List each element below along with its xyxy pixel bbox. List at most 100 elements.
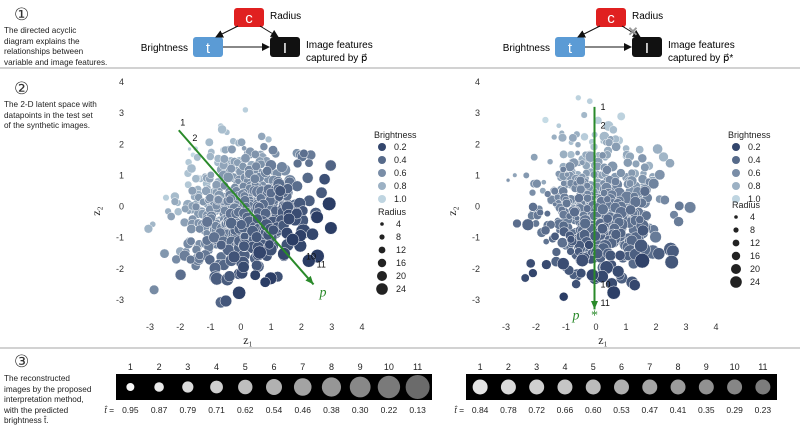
data-point: [684, 201, 697, 214]
data-point: [604, 138, 614, 147]
data-point: [596, 223, 608, 235]
brightness-legend-label: 0.4: [394, 155, 407, 165]
data-point: [195, 251, 205, 260]
brightness-legend-swatch: [378, 182, 386, 190]
radius-legend-label: 4: [396, 219, 401, 229]
data-point: [251, 231, 263, 243]
reconstructed-image: [529, 379, 545, 395]
y-tick-label: 0: [475, 202, 480, 212]
reconstruction-strip-left: 1 0.95 2 0.87 3 0.79 4 0.71 5 0.62 6 0.54 7 0.46 8 0.38…: [104, 362, 432, 415]
data-point: [559, 165, 567, 173]
radius-legend-label: 24: [396, 284, 406, 294]
description-line: diagram explains the: [4, 36, 80, 46]
data-point: [520, 273, 530, 283]
brightness-legend-swatch: [732, 195, 740, 203]
predicted-brightness: 0.47: [641, 405, 658, 415]
vector-step-label: 2: [192, 133, 197, 143]
node-c-label: c: [607, 10, 615, 27]
latent-scatter-right: -3 -2 -1 0 1 2 3 4-3-2-101234z₁z₂p⃗*121011Brigh…: [445, 77, 771, 347]
panel-number: ①: [14, 5, 29, 24]
data-point: [616, 168, 626, 178]
data-point: [606, 285, 621, 300]
data-point: [276, 161, 288, 173]
radius-legend-swatch: [378, 246, 386, 254]
reconstruction-index: 4: [562, 362, 567, 372]
data-point: [658, 151, 669, 163]
data-point: [204, 254, 216, 266]
description-line: datapoints in the test set: [4, 110, 93, 120]
data-point: [217, 124, 227, 135]
data-point: [652, 247, 666, 261]
radius-legend-label: 8: [750, 225, 755, 235]
reconstruction-index: 9: [358, 362, 363, 372]
reconstruction-index: 2: [157, 362, 162, 372]
data-point: [559, 149, 569, 159]
data-point: [304, 158, 314, 168]
data-point: [222, 171, 234, 183]
radius-legend-label: 24: [750, 277, 760, 287]
data-point: [564, 171, 570, 178]
predicted-brightness: 0.60: [585, 405, 602, 415]
data-point: [562, 198, 572, 208]
data-point: [556, 257, 570, 271]
panel-2-description: The 2-D latent space with datapoints in t…: [4, 100, 120, 132]
reconstruction-index: 4: [214, 362, 219, 372]
brightness-legend-swatch: [732, 156, 740, 164]
data-point: [541, 116, 550, 124]
data-point: [602, 165, 612, 175]
node-t-label: t: [206, 40, 211, 57]
data-point: [597, 203, 609, 216]
data-point: [301, 172, 314, 184]
data-point: [204, 137, 214, 147]
node-c-label: c: [245, 10, 253, 27]
data-point: [566, 150, 576, 159]
x-tick-label: -3: [502, 322, 510, 332]
node-t: [555, 37, 585, 57]
features-label-2: captured by p⃗*: [668, 53, 733, 64]
data-point: [614, 250, 626, 261]
data-point: [206, 171, 215, 179]
data-point: [648, 178, 660, 190]
data-point: [318, 173, 331, 186]
vector-step-label: 10: [601, 280, 611, 290]
data-point: [654, 169, 666, 181]
y-axis-label: z₂: [89, 206, 103, 216]
reconstructed-image: [154, 382, 164, 392]
data-point: [521, 218, 535, 231]
data-point: [637, 153, 648, 164]
data-point: [616, 111, 626, 121]
y-tick-label: 2: [475, 139, 480, 149]
radius-label: Radius: [270, 11, 301, 22]
predicted-brightness: 0.54: [266, 405, 283, 415]
data-point: [324, 159, 337, 172]
brightness-legend-label: 0.2: [394, 142, 407, 152]
brightness-legend-label: 0.2: [748, 142, 761, 152]
data-point: [575, 175, 586, 186]
data-point: [600, 189, 609, 197]
reconstructed-image: [238, 379, 253, 395]
data-point: [528, 202, 538, 212]
data-point: [580, 132, 589, 142]
predicted-brightness-label: t̂ =: [104, 405, 114, 415]
x-tick-label: 0: [593, 322, 598, 332]
vector-step-label: 1: [180, 118, 185, 128]
data-point: [635, 145, 645, 154]
predicted-brightness: 0.13: [409, 405, 426, 415]
predicted-brightness: 0.41: [670, 405, 687, 415]
data-point: [568, 133, 578, 143]
data-point: [641, 210, 652, 221]
predicted-brightness: 0.95: [122, 405, 139, 415]
radius-legend-swatch: [377, 271, 387, 281]
radius-legend-swatch: [377, 258, 387, 268]
data-point: [252, 245, 267, 260]
data-point: [322, 196, 337, 211]
x-tick-label: 0: [238, 322, 243, 332]
data-point: [225, 195, 235, 205]
data-point: [551, 247, 562, 257]
direction-vector-label: p⃗*: [572, 308, 598, 323]
data-point: [237, 260, 250, 274]
data-point: [274, 185, 286, 197]
radius-legend-label: 8: [396, 232, 401, 242]
y-tick-label: 3: [475, 108, 480, 118]
data-point: [575, 253, 589, 267]
